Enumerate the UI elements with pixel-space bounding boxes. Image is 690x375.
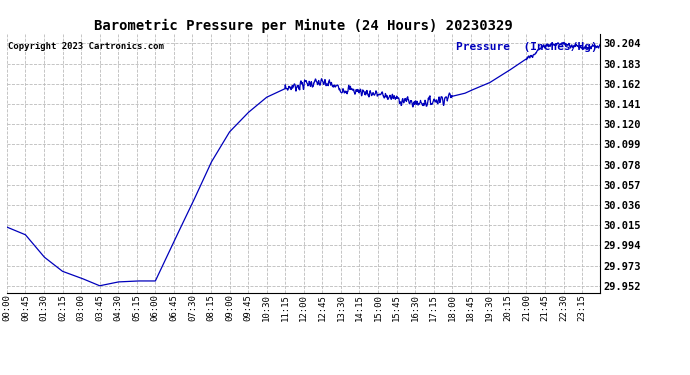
Text: Copyright 2023 Cartronics.com: Copyright 2023 Cartronics.com bbox=[8, 42, 164, 51]
Title: Barometric Pressure per Minute (24 Hours) 20230329: Barometric Pressure per Minute (24 Hours… bbox=[95, 18, 513, 33]
Text: Pressure  (Inches/Hg): Pressure (Inches/Hg) bbox=[455, 42, 598, 51]
